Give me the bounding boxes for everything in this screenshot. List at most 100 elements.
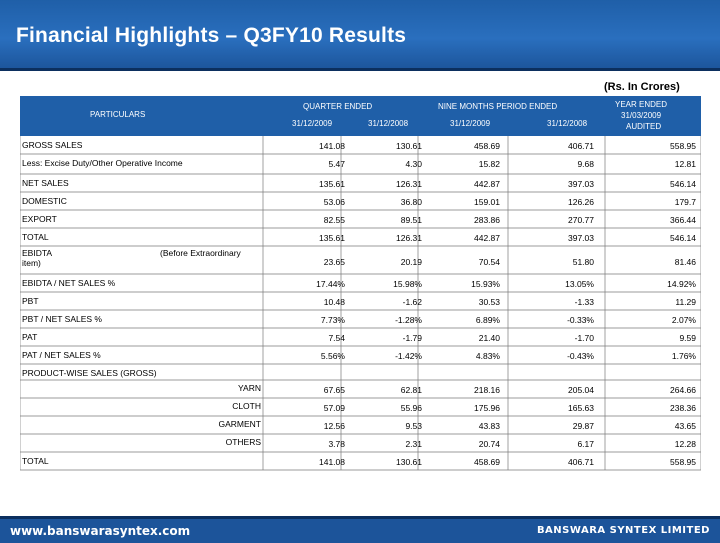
row-value: 15.98% [393, 279, 422, 289]
row-value: 13.05% [565, 279, 594, 289]
row-value: -1.79 [402, 333, 422, 343]
row-value: 81.46 [674, 257, 696, 267]
product-value: 205.04 [568, 385, 594, 395]
page-title: Financial Highlights – Q3FY10 Results [16, 24, 407, 47]
product-value: 20.74 [478, 439, 500, 449]
particulars-header: PARTICULARS [90, 110, 146, 119]
year-ended-audited: AUDITED [626, 122, 662, 131]
product-value: 6.17 [577, 439, 594, 449]
row-value: 89.51 [400, 215, 422, 225]
row-value: 15.93% [471, 279, 500, 289]
product-value: 12.28 [674, 439, 696, 449]
row-label: EBIDTA [22, 248, 53, 258]
row-value: 458.69 [474, 141, 500, 151]
total-value: 458.69 [474, 457, 500, 467]
row-value: 130.61 [396, 141, 422, 151]
row-value: 14.92% [667, 279, 696, 289]
product-value: 29.87 [572, 421, 594, 431]
product-value: 43.83 [478, 421, 500, 431]
row-value: 36.80 [400, 197, 422, 207]
row-label-continued: item) [22, 258, 41, 268]
row-value: 4.30 [405, 159, 422, 169]
product-value: 55.96 [400, 403, 422, 413]
row-label: EBIDTA / NET SALES % [22, 278, 116, 288]
product-value: 264.66 [670, 385, 696, 395]
website-link[interactable]: www.banswarasyntex.com [10, 524, 191, 538]
total-label: TOTAL [22, 456, 49, 466]
row-value: -1.33 [574, 297, 594, 307]
row-value: 9.68 [577, 159, 594, 169]
row-value: 82.55 [323, 215, 345, 225]
product-value: 9.53 [405, 421, 422, 431]
row-value: -1.28% [395, 315, 422, 325]
product-value: 165.63 [568, 403, 594, 413]
product-section-heading: PRODUCT-WISE SALES (GROSS) [22, 368, 157, 378]
product-value: 175.96 [474, 403, 500, 413]
product-value: 67.65 [323, 385, 345, 395]
row-value: 546.14 [670, 179, 696, 189]
row-label: NET SALES [22, 178, 69, 188]
year-ended-date: 31/03/2009 [621, 111, 662, 120]
row-value: 406.71 [568, 141, 594, 151]
row-value: -1.62 [402, 297, 422, 307]
product-value: 57.09 [323, 403, 345, 413]
row-value: 15.82 [478, 159, 500, 169]
row-value: 4.83% [475, 351, 500, 361]
row-value: 6.89% [475, 315, 500, 325]
financial-table: PARTICULARS QUARTER ENDED NINE MONTHS PE… [20, 96, 701, 472]
row-note: (Before Extraordinary [160, 248, 241, 258]
row-value: 23.65 [323, 257, 345, 267]
total-value: 406.71 [568, 457, 594, 467]
product-label: CLOTH [232, 401, 261, 411]
row-value: 2.07% [671, 315, 696, 325]
row-value: -1.42% [395, 351, 422, 361]
row-value: 179.7 [674, 197, 696, 207]
quarter-date-2009: 31/12/2009 [292, 119, 333, 128]
nine-months-date-2009: 31/12/2009 [450, 119, 491, 128]
row-value: 21.40 [478, 333, 500, 343]
nine-months-header: NINE MONTHS PERIOD ENDED [438, 102, 558, 111]
product-value: 43.65 [674, 421, 696, 431]
row-value: 126.26 [568, 197, 594, 207]
company-name: BANSWARA SYNTEX LIMITED [536, 525, 710, 536]
row-value: 1.76% [671, 351, 696, 361]
footer-bar: www.banswarasyntex.com BANSWARA SYNTEX L… [0, 516, 720, 543]
product-value: 12.56 [323, 421, 345, 431]
product-value: 3.78 [328, 439, 345, 449]
total-value: 141.08 [319, 457, 345, 467]
quarter-ended-header: QUARTER ENDED [303, 102, 373, 111]
title-underline [0, 68, 720, 71]
row-value: 20.19 [400, 257, 422, 267]
row-value: 11.29 [675, 297, 696, 307]
row-value: 10.48 [323, 297, 345, 307]
row-value: 9.59 [679, 333, 696, 343]
table-grid [20, 96, 701, 471]
row-value: 397.03 [568, 233, 594, 243]
row-label: PBT / NET SALES % [22, 314, 102, 324]
total-value: 558.95 [670, 457, 696, 467]
row-value: 442.87 [474, 179, 500, 189]
row-value: 7.73% [320, 315, 345, 325]
row-value: 135.61 [319, 179, 345, 189]
product-value: 218.16 [474, 385, 500, 395]
row-value: 126.31 [396, 233, 422, 243]
product-value: 62.81 [400, 385, 422, 395]
quarter-date-2008: 31/12/2008 [368, 119, 409, 128]
row-value: 159.01 [474, 197, 500, 207]
product-value: 2.31 [405, 439, 422, 449]
row-value: 53.06 [323, 197, 345, 207]
row-value: 126.31 [396, 179, 422, 189]
row-value: 135.61 [319, 233, 345, 243]
row-value: 7.54 [328, 333, 345, 343]
product-value: 238.36 [670, 403, 696, 413]
row-value: 442.87 [474, 233, 500, 243]
row-label: DOMESTIC [22, 196, 67, 206]
row-label: PBT [22, 296, 39, 306]
row-value: 12.81 [674, 159, 696, 169]
row-value: 17.44% [316, 279, 345, 289]
row-value: 70.54 [478, 257, 500, 267]
row-value: 546.14 [670, 233, 696, 243]
row-value: 51.80 [572, 257, 594, 267]
product-label: OTHERS [225, 437, 261, 447]
row-label: EXPORT [22, 214, 57, 224]
